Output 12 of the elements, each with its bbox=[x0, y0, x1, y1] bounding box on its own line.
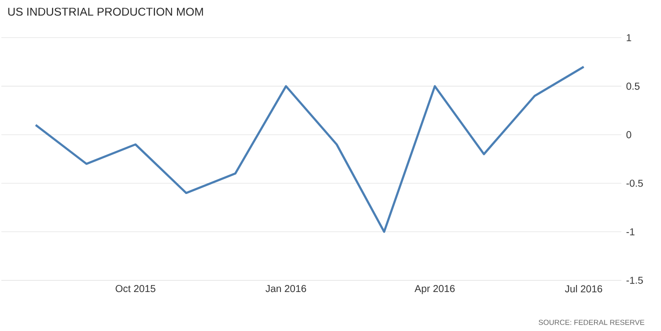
x-tick-label: Oct 2015 bbox=[116, 285, 156, 292]
x-tick-label: Jul 2016 bbox=[564, 285, 602, 292]
x-tick-label: Jan 2016 bbox=[266, 285, 306, 292]
y-tick-label: 0 bbox=[626, 131, 632, 138]
chart-title: US INDUSTRIAL PRODUCTION MOM bbox=[8, 8, 203, 16]
y-tick-label: 1 bbox=[626, 34, 632, 42]
y-tick-label: -0.5 bbox=[626, 180, 643, 187]
y-tick-label: -1 bbox=[626, 228, 634, 236]
line-series bbox=[34, 66, 585, 233]
y-tick-label: 0.5 bbox=[626, 82, 640, 90]
y-tick-label: -1.5 bbox=[626, 276, 643, 284]
x-tick-label: Apr 2016 bbox=[414, 285, 455, 294]
